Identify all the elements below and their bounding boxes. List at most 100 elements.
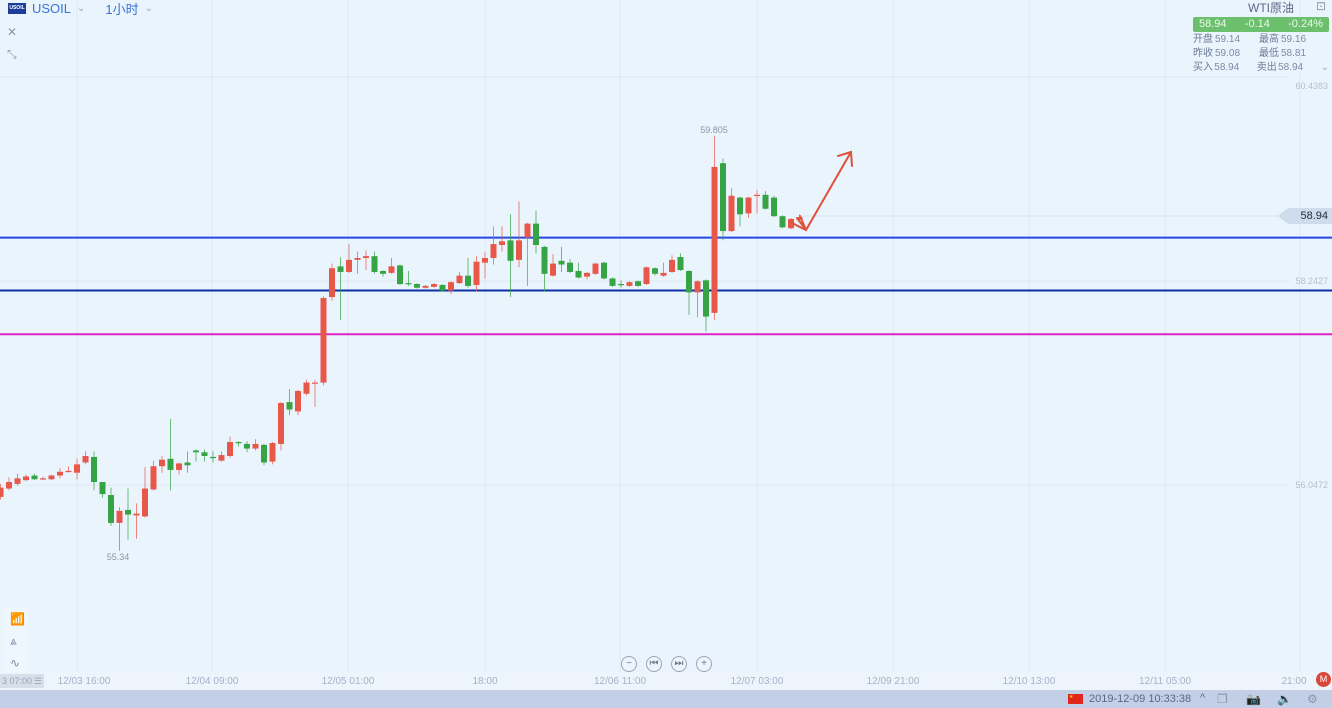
candle-body: [635, 281, 641, 286]
symbol-bar: USOIL USOIL ⌄ 1小时 ⌄: [8, 0, 167, 17]
arrow-annotation[interactable]: [789, 150, 853, 232]
candle: [779, 215, 786, 229]
indicator-chart-icon[interactable]: 📶: [10, 612, 25, 626]
candle: [762, 191, 769, 210]
camera-icon[interactable]: 📷: [1246, 692, 1261, 706]
candle: [125, 488, 131, 540]
candle-body: [329, 268, 335, 298]
candle: [329, 263, 335, 301]
candle: [312, 379, 318, 407]
candle-body: [524, 223, 531, 238]
horizontal-lines[interactable]: [0, 236, 1332, 336]
candle: [601, 261, 607, 280]
candle-body: [796, 217, 803, 220]
candle: [23, 474, 29, 482]
chevron-up-icon[interactable]: ^: [1200, 692, 1206, 704]
candle: [643, 266, 650, 285]
x-axis-label: 12/11 05:00: [1138, 676, 1192, 687]
timeframe-selector[interactable]: 1小时: [105, 1, 139, 17]
x-axis-label: 12/05 01:00: [321, 676, 375, 687]
candle-body: [337, 266, 344, 272]
candle-body: [397, 265, 403, 285]
window-icon[interactable]: ❐: [1217, 692, 1228, 706]
candle: [99, 482, 106, 498]
prev-close-value: 59.08: [1215, 48, 1241, 59]
time-cursor-label: 3 07:00 ☰: [0, 674, 45, 688]
candle-body: [533, 223, 539, 246]
candle-body: [669, 259, 675, 272]
candle: [473, 256, 480, 292]
candle: [201, 449, 208, 462]
candle: [235, 441, 242, 447]
y-axis-label: 60.4383: [1295, 81, 1328, 91]
symbol-selector[interactable]: USOIL: [32, 0, 72, 16]
candle: [31, 473, 38, 481]
zoom-out-button[interactable]: −: [621, 656, 637, 672]
drawing-compass-icon[interactable]: ⩓: [10, 634, 17, 648]
candle-body: [711, 166, 718, 313]
candle-body: [448, 282, 454, 291]
chevron-down-icon[interactable]: ⌄: [144, 2, 154, 14]
candle: [176, 462, 182, 475]
chevron-down-icon[interactable]: ⌄: [77, 2, 86, 14]
candle: [499, 226, 505, 252]
candle: [91, 451, 97, 491]
candle: [737, 196, 743, 227]
scroll-start-button[interactable]: ⏮: [646, 656, 662, 672]
candle: [456, 271, 463, 285]
chevron-down-icon[interactable]: ⌄: [1320, 62, 1329, 73]
candle-body: [618, 284, 624, 286]
low-value: 58.81: [1281, 48, 1307, 59]
candle: [558, 246, 565, 272]
waveform-icon[interactable]: ∿: [10, 656, 21, 670]
candle-body: [295, 390, 301, 412]
candle-body: [176, 463, 182, 470]
candle-body: [601, 262, 607, 279]
candle-body: [261, 444, 267, 463]
quote-price: 58.94: [1199, 18, 1227, 30]
high-label: 59.805: [700, 125, 728, 135]
candle: [57, 468, 63, 479]
panel-toggle-icon[interactable]: ⊡: [1315, 0, 1326, 13]
candle: [48, 474, 55, 481]
scroll-end-button[interactable]: ⏭: [671, 656, 687, 672]
settings-gear-icon[interactable]: ⚙: [1307, 692, 1318, 706]
candle-body: [40, 478, 46, 480]
low-label: 55.34: [107, 552, 130, 562]
ask-label: 卖出: [1256, 62, 1277, 73]
sound-icon[interactable]: 🔈: [1277, 692, 1292, 706]
zoom-in-button[interactable]: +: [696, 656, 712, 672]
candle-body: [677, 257, 684, 271]
brand-badge-icon[interactable]: M: [1316, 672, 1331, 687]
candle: [584, 271, 590, 280]
candle-body: [643, 267, 650, 285]
candle-body: [227, 442, 233, 456]
bid-value: 58.94: [1214, 62, 1240, 73]
candle-body: [762, 194, 769, 209]
candle: [184, 451, 191, 473]
candle-body: [771, 197, 777, 217]
candle-body: [235, 442, 242, 444]
candle: [431, 283, 437, 288]
close-icon[interactable]: ✕: [7, 25, 18, 39]
collapse-arrows-icon[interactable]: ⤡: [7, 47, 17, 61]
menu-icon[interactable]: ☰: [34, 676, 43, 686]
candle-body: [482, 258, 488, 263]
candle: [771, 195, 777, 218]
china-flag-icon: ★: [1068, 694, 1083, 704]
candle: [142, 467, 148, 518]
candle: [575, 262, 582, 279]
candle: [261, 443, 267, 466]
candle-body: [57, 471, 63, 476]
candle-body: [609, 278, 616, 286]
candle: [507, 214, 514, 298]
candlestick-chart[interactable]: 55.34 59.805: [0, 0, 1332, 690]
x-axis-label: 12/10 13:00: [1002, 676, 1056, 687]
symbol-logo: USOIL: [8, 2, 26, 14]
candle-body: [312, 382, 318, 384]
candle: [388, 258, 395, 274]
candle-body: [320, 297, 327, 383]
quote-row: 昨收 59.08 最低 58.81: [1190, 46, 1332, 60]
prev-close-label: 昨收: [1193, 48, 1213, 59]
candle: [516, 201, 522, 268]
